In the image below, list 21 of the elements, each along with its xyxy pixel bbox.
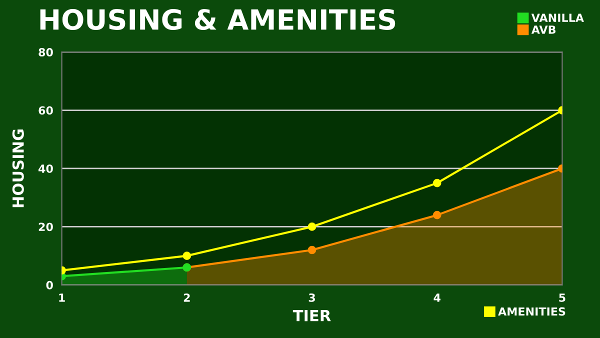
x-tick-label: 1	[59, 294, 65, 302]
x-axis-title: TIER	[292, 310, 331, 322]
point	[308, 222, 316, 231]
legend-label: AVB	[531, 26, 556, 34]
y-tick-label: 0	[46, 280, 53, 290]
x-tick-label: 2	[184, 293, 190, 302]
point	[182, 252, 192, 260]
x-tick-label: 5	[559, 294, 566, 302]
x-tick-label: 3	[308, 293, 315, 302]
x-tick-label: 4	[434, 294, 440, 302]
y-tick-label: 20	[38, 222, 53, 232]
y-tick-label: 60	[38, 106, 53, 115]
point	[432, 210, 442, 220]
y-tick-label: 80	[38, 48, 53, 56]
y-tick-label: 40	[38, 164, 53, 173]
legend-label: VANILLA	[531, 14, 584, 22]
point	[308, 246, 316, 254]
y-axis-title: HOUSING	[12, 130, 24, 208]
chart-title: HOUSING & AMENITIES	[40, 9, 396, 30]
legend-label: AMENITIES	[498, 307, 566, 316]
point	[432, 178, 442, 188]
